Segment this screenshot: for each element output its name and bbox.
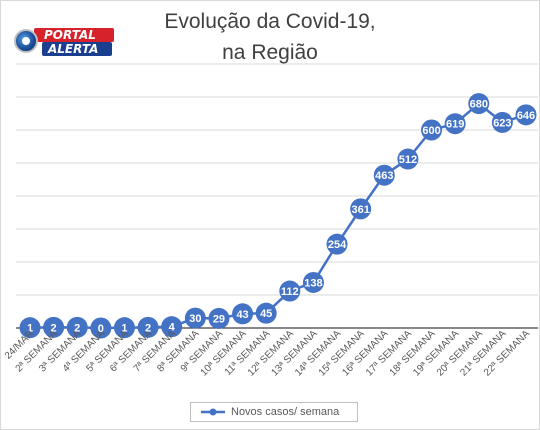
logo-badge-icon xyxy=(14,29,38,53)
data-point xyxy=(515,104,537,126)
chart-legend: Novos casos/ semana xyxy=(190,402,358,422)
data-point xyxy=(161,316,183,338)
data-label: 512 xyxy=(399,154,417,166)
data-point xyxy=(397,148,419,170)
data-point xyxy=(90,317,112,339)
chart-title: Evolução da Covid-19, na Região xyxy=(120,6,420,68)
chart-title-line-2: na Região xyxy=(222,41,318,64)
data-point xyxy=(468,93,490,115)
data-label: 2 xyxy=(51,322,57,334)
data-point xyxy=(373,164,395,186)
data-label: 680 xyxy=(470,99,488,111)
data-point xyxy=(137,316,159,338)
data-point xyxy=(19,317,41,339)
data-label: 463 xyxy=(375,170,393,182)
data-label: 2 xyxy=(74,322,80,334)
chart-title-line-1: Evolução da Covid-19, xyxy=(164,10,376,33)
data-point xyxy=(302,271,324,293)
data-point xyxy=(326,233,348,255)
data-label: 646 xyxy=(517,110,535,122)
logo-text-bottom: ALERTA xyxy=(42,42,112,56)
data-label: 30 xyxy=(189,313,201,325)
data-label: 254 xyxy=(328,239,347,251)
data-point xyxy=(421,119,443,141)
data-point xyxy=(350,198,372,220)
data-label: 45 xyxy=(260,308,272,320)
data-label: 29 xyxy=(213,313,225,325)
data-label: 2 xyxy=(145,322,151,334)
data-point xyxy=(444,113,466,135)
data-label: 1 xyxy=(121,323,127,335)
data-label: 0 xyxy=(98,323,104,335)
portal-alerta-logo: PORTAL ALERTA xyxy=(14,26,116,60)
data-label: 4 xyxy=(169,322,176,334)
data-label: 138 xyxy=(304,277,322,289)
data-point xyxy=(184,307,206,329)
data-label: 112 xyxy=(281,286,299,298)
data-point xyxy=(491,111,513,133)
data-point xyxy=(279,280,301,302)
data-point xyxy=(66,316,88,338)
data-point xyxy=(255,302,277,324)
data-label: 600 xyxy=(422,125,440,137)
data-label: 619 xyxy=(446,119,464,131)
data-label: 43 xyxy=(236,309,248,321)
logo-text-top: PORTAL xyxy=(34,28,114,42)
data-point xyxy=(113,317,135,339)
legend-series-swatch xyxy=(201,408,225,416)
data-label: 1 xyxy=(27,323,33,335)
legend-series-label: Novos casos/ semana xyxy=(231,406,340,418)
data-label: 361 xyxy=(351,204,369,216)
series-line xyxy=(29,102,527,330)
data-point xyxy=(232,303,254,325)
data-point xyxy=(208,307,230,329)
data-label: 623 xyxy=(493,117,511,129)
data-point xyxy=(43,316,65,338)
